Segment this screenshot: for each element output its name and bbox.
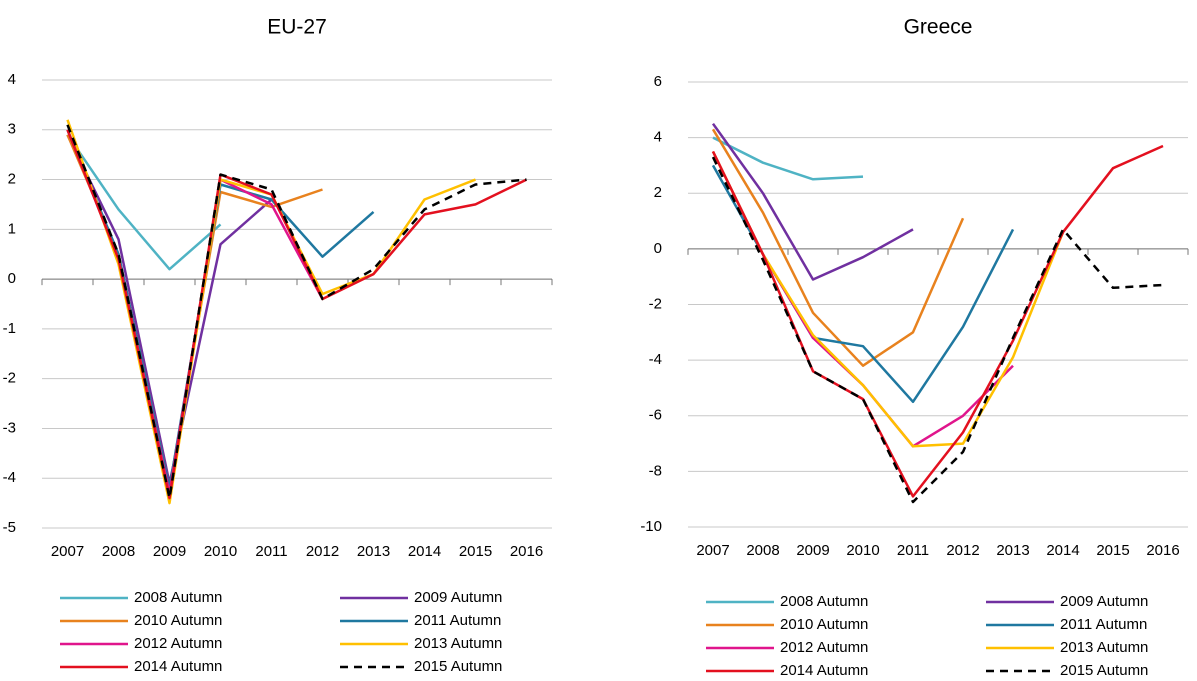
series-line bbox=[66, 129, 528, 500]
y-tick-label: 2 bbox=[654, 184, 662, 201]
y-tick-label: -4 bbox=[3, 469, 16, 486]
x-tick-label: 2010 bbox=[846, 542, 879, 559]
series-line bbox=[66, 134, 323, 490]
y-tick-label: -1 bbox=[3, 320, 16, 337]
x-tick-label: 2013 bbox=[357, 543, 390, 560]
x-tick-label: 2009 bbox=[796, 542, 829, 559]
chart-title: EU-27 bbox=[267, 16, 327, 39]
x-tick-label: 2008 bbox=[102, 543, 135, 560]
legend-label: 2009 Autumn bbox=[1060, 593, 1148, 610]
x-tick-label: 2013 bbox=[996, 542, 1029, 559]
legend-label: 2013 Autumn bbox=[414, 635, 502, 652]
series-line bbox=[66, 124, 527, 500]
x-tick-label: 2016 bbox=[1146, 542, 1179, 559]
legend-label: 2012 Autumn bbox=[780, 639, 868, 656]
legend-label: 2009 Autumn bbox=[414, 589, 502, 606]
x-tick-label: 2007 bbox=[696, 542, 729, 559]
legend-label: 2008 Autumn bbox=[780, 593, 868, 610]
series-line bbox=[712, 136, 864, 181]
y-tick-label: 4 bbox=[654, 129, 662, 146]
series-line bbox=[711, 156, 1164, 504]
y-tick-label: -8 bbox=[649, 462, 662, 479]
x-tick-label: 2014 bbox=[1046, 542, 1079, 559]
y-tick-label: 0 bbox=[8, 270, 16, 287]
x-tick-label: 2012 bbox=[306, 543, 339, 560]
y-tick-label: 4 bbox=[8, 71, 16, 88]
legend-label: 2010 Autumn bbox=[780, 616, 868, 633]
x-tick-label: 2009 bbox=[153, 543, 186, 560]
y-tick-label: -4 bbox=[649, 351, 662, 368]
series-line bbox=[711, 150, 1014, 448]
series-line bbox=[66, 129, 324, 495]
y-tick-label: -10 bbox=[640, 518, 662, 535]
legend-label: 2015 Autumn bbox=[1060, 662, 1148, 679]
y-tick-label: 6 bbox=[654, 73, 662, 90]
y-tick-label: -6 bbox=[649, 407, 662, 424]
y-tick-label: -2 bbox=[3, 370, 16, 387]
y-tick-label: 0 bbox=[654, 240, 662, 257]
legend-label: 2013 Autumn bbox=[1060, 639, 1148, 656]
series-line bbox=[711, 128, 965, 367]
legend-label: 2011 Autumn bbox=[1060, 616, 1147, 633]
x-tick-label: 2015 bbox=[459, 543, 492, 560]
x-tick-label: 2008 bbox=[746, 542, 779, 559]
legend-label: 2012 Autumn bbox=[134, 635, 222, 652]
legend-label: 2011 Autumn bbox=[414, 612, 501, 629]
y-tick-label: 2 bbox=[8, 171, 16, 188]
series-line bbox=[711, 150, 1065, 448]
y-tick-label: -3 bbox=[3, 419, 16, 436]
y-tick-label: -5 bbox=[3, 519, 16, 536]
y-tick-label: 3 bbox=[8, 121, 16, 138]
x-tick-label: 2011 bbox=[255, 543, 287, 560]
chart-title: Greece bbox=[904, 16, 973, 39]
legend-label: 2014 Autumn bbox=[134, 658, 222, 675]
x-tick-label: 2014 bbox=[408, 543, 441, 560]
series-line bbox=[711, 122, 914, 281]
x-tick-label: 2012 bbox=[946, 542, 979, 559]
x-tick-label: 2016 bbox=[510, 543, 543, 560]
series-line bbox=[66, 134, 222, 271]
legend-label: 2008 Autumn bbox=[134, 589, 222, 606]
x-tick-label: 2011 bbox=[897, 542, 929, 559]
x-tick-label: 2010 bbox=[204, 543, 237, 560]
legend-label: 2010 Autumn bbox=[134, 612, 222, 629]
legend-label: 2014 Autumn bbox=[780, 662, 868, 679]
series-line bbox=[66, 134, 273, 485]
x-tick-label: 2015 bbox=[1096, 542, 1129, 559]
legend-label: 2015 Autumn bbox=[414, 658, 502, 675]
y-tick-label: 1 bbox=[8, 220, 16, 237]
y-tick-label: -2 bbox=[649, 295, 662, 312]
x-tick-label: 2007 bbox=[51, 543, 84, 560]
